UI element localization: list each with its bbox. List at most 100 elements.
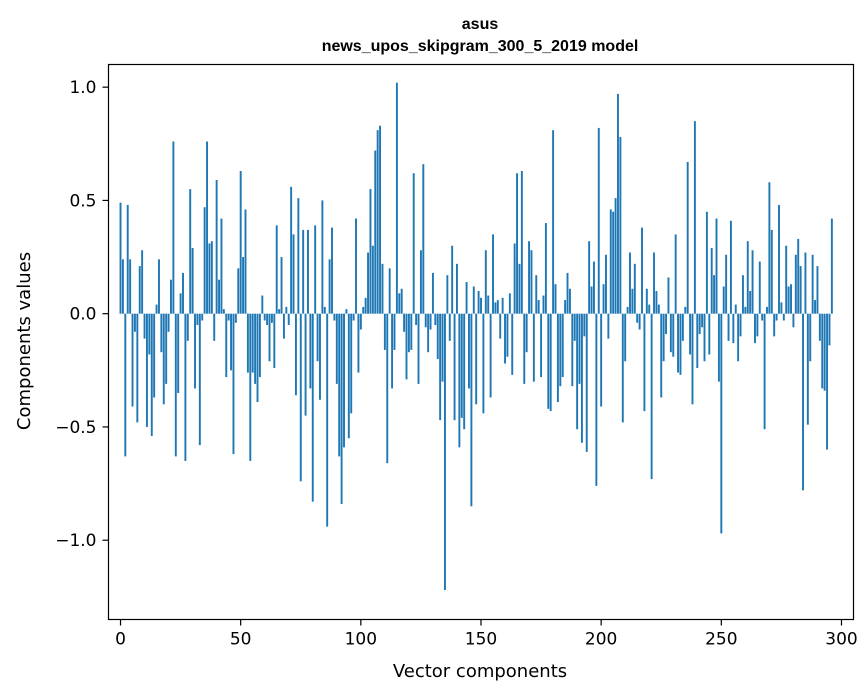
bar-102 [364, 297, 367, 314]
bar-99 [357, 313, 360, 373]
bar-225 [660, 313, 663, 398]
bar-152 [484, 250, 487, 314]
bar-104 [369, 189, 372, 314]
bar-91 [338, 313, 341, 457]
bar-246 [710, 247, 713, 314]
bar-276 [782, 313, 785, 321]
bar-69 [285, 306, 288, 314]
bar-125 [419, 250, 422, 314]
bar-177 [544, 223, 547, 314]
bar-26 [182, 272, 184, 314]
bar-48 [234, 313, 237, 323]
bar-150 [480, 297, 482, 314]
bar-188 [571, 313, 574, 387]
bar-140 [456, 263, 458, 314]
bar-257 [737, 313, 740, 362]
bar-183 [559, 313, 562, 387]
bar-278 [787, 286, 790, 314]
bar-168 [523, 313, 526, 384]
bar-49 [237, 268, 240, 314]
x-tick-label: 200 [585, 630, 617, 650]
bar-61 [266, 313, 269, 326]
bar-241 [698, 313, 701, 335]
bar-141 [458, 313, 461, 448]
bar-113 [391, 313, 394, 389]
bar-253 [727, 313, 730, 341]
bar-198 [595, 313, 598, 486]
bar-262 [749, 291, 752, 314]
x-tick-label: 50 [230, 630, 252, 650]
bar-60 [263, 313, 266, 321]
bar-234 [681, 313, 684, 341]
bar-272 [773, 313, 776, 337]
bar-282 [797, 238, 800, 314]
bar-100 [359, 313, 362, 330]
bar-232 [677, 313, 680, 373]
bar-200 [600, 313, 603, 407]
bar-293 [823, 313, 826, 391]
bar-111 [386, 313, 389, 464]
bar-116 [398, 293, 401, 314]
bar-173 [535, 275, 538, 314]
bar-277 [785, 245, 788, 314]
bar-110 [383, 313, 386, 350]
bar-160 [504, 313, 506, 364]
bar-228 [667, 277, 670, 314]
bar-53 [246, 313, 249, 373]
bar-292 [821, 313, 824, 389]
bar-283 [799, 266, 802, 314]
chart-title: asus [462, 16, 499, 33]
bar-206 [614, 198, 617, 314]
bar-137 [448, 313, 451, 341]
bars-group [119, 82, 833, 591]
bar-79 [309, 313, 312, 389]
bar-45 [227, 313, 230, 321]
bar-164 [513, 243, 516, 314]
bar-19 [165, 313, 168, 384]
bar-108 [379, 125, 382, 314]
bar-80 [311, 313, 314, 502]
bar-231 [674, 234, 677, 314]
bar-210 [624, 313, 627, 362]
bar-77 [304, 313, 307, 416]
bar-85 [323, 306, 326, 314]
bar-216 [638, 313, 641, 330]
bar-196 [590, 286, 593, 314]
bar-192 [580, 313, 583, 443]
bar-220 [648, 304, 651, 314]
bar-290 [816, 266, 819, 314]
bar-124 [417, 313, 420, 384]
bar-166 [518, 263, 521, 314]
bar-256 [734, 304, 737, 314]
bar-101 [362, 306, 365, 314]
bar-203 [607, 313, 610, 339]
bar-46 [230, 313, 233, 371]
x-axis: 0 50 100 150 200 250 300 [115, 619, 858, 650]
bar-39 [213, 313, 216, 341]
bar-252 [725, 254, 728, 314]
bar-38 [210, 241, 213, 314]
bar-52 [244, 209, 247, 314]
bar-8 [138, 266, 141, 314]
bar-230 [672, 313, 675, 357]
bar-54 [249, 313, 252, 461]
bar-35 [203, 207, 206, 314]
bar-169 [525, 313, 528, 353]
bar-76 [302, 229, 305, 314]
bar-147 [472, 286, 475, 314]
bar-226 [662, 313, 665, 362]
x-axis-label: Vector components [393, 661, 567, 682]
bar-47 [232, 313, 235, 455]
x-tick-label: 150 [465, 630, 497, 650]
bar-84 [321, 200, 324, 314]
bar-175 [540, 313, 543, 378]
bar-213 [631, 288, 634, 314]
bar-235 [684, 306, 687, 314]
bar-212 [629, 252, 631, 314]
bar-15 [155, 304, 158, 314]
bar-268 [763, 313, 766, 430]
y-tick-label: −0.5 [55, 418, 96, 438]
bar-65 [275, 225, 278, 314]
bar-136 [446, 275, 449, 314]
bar-63 [270, 313, 273, 323]
